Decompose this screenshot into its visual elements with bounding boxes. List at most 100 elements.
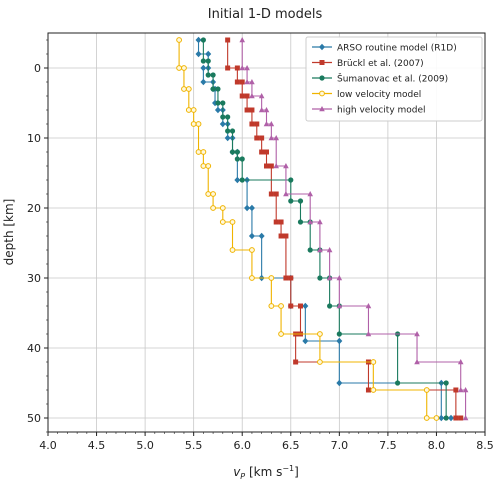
data-point: [448, 414, 455, 422]
data-point: [457, 387, 464, 393]
data-point: [457, 359, 464, 365]
data-point: [205, 163, 212, 169]
data-point: [317, 247, 323, 253]
data-point: [414, 359, 420, 365]
data-point: [273, 191, 279, 197]
data-point: [278, 331, 284, 337]
data-point: [239, 79, 245, 85]
series-4: [239, 37, 469, 421]
data-point: [244, 65, 250, 71]
data-point: [327, 303, 333, 309]
legend: ARSO routine model (R1D) Brückl et al. (2…: [305, 36, 483, 122]
data-point: [259, 149, 265, 155]
data-point: [288, 177, 294, 183]
data-point: [273, 219, 279, 225]
x-tick-label: 7.5: [379, 439, 397, 452]
y-tick-label: 50: [27, 412, 41, 425]
data-point: [195, 36, 202, 44]
data-point: [302, 302, 309, 310]
data-point: [210, 86, 216, 92]
data-point: [239, 156, 245, 162]
data-point: [365, 387, 371, 393]
legend-label: Šumanovac et al. (2009): [337, 73, 448, 85]
data-point: [205, 191, 212, 197]
data-point: [268, 135, 275, 141]
data-point: [258, 107, 265, 113]
legend-label: high velocity model: [337, 106, 426, 116]
data-point: [370, 359, 377, 365]
data-point: [219, 219, 226, 225]
data-point: [190, 107, 197, 113]
data-point: [288, 198, 294, 204]
data-point: [365, 331, 372, 337]
data-point: [458, 415, 464, 421]
data-point: [239, 93, 245, 99]
data-point: [200, 58, 206, 64]
data-point: [181, 65, 187, 71]
data-point: [414, 331, 420, 337]
data-point: [239, 37, 246, 43]
x-tick-label: 7.0: [331, 439, 349, 452]
data-point: [423, 415, 430, 421]
data-point: [297, 303, 303, 309]
data-point: [288, 275, 294, 281]
data-point: [307, 219, 313, 225]
data-point: [297, 198, 304, 204]
plot-frame: [47, 32, 486, 433]
data-point: [453, 415, 459, 421]
data-point: [365, 303, 372, 309]
data-point: [302, 337, 309, 345]
legend-label: ARSO routine model (R1D): [337, 44, 457, 54]
x-tick-label: 8.5: [476, 439, 494, 452]
x-tick-label: 8.0: [428, 439, 446, 452]
data-point: [200, 78, 207, 86]
data-point: [288, 303, 294, 309]
data-point: [278, 233, 284, 239]
data-point: [283, 275, 289, 281]
data-point: [210, 72, 216, 78]
data-point: [200, 37, 206, 43]
data-point: [268, 303, 275, 309]
data-point: [263, 107, 270, 113]
data-point: [317, 275, 323, 281]
legend-marker: [319, 106, 325, 112]
data-point: [254, 121, 260, 127]
data-point: [205, 58, 211, 64]
legend-label: low velocity model: [337, 90, 421, 100]
x-tick-label: 5.0: [136, 439, 154, 452]
data-point: [268, 121, 275, 127]
data-point: [229, 247, 236, 253]
data-point: [249, 93, 255, 99]
data-point: [317, 331, 323, 337]
data-point: [176, 37, 183, 43]
data-point: [234, 79, 240, 85]
data-point: [249, 79, 255, 85]
data-point: [278, 303, 284, 309]
data-point: [336, 303, 343, 309]
data-point: [336, 275, 343, 281]
x-axis-ticks: 4.0 4.5 5.0 5.5 6.0 6.5 7.0 7.5 8.0 8.5: [39, 432, 494, 452]
y-tick-label: 0: [34, 62, 41, 75]
data-point: [273, 135, 280, 141]
data-point: [249, 121, 255, 127]
legend-marker: [319, 90, 325, 97]
data-point: [307, 191, 313, 197]
series-group: [176, 36, 469, 422]
data-point: [200, 149, 207, 155]
data-point: [326, 275, 333, 281]
data-point: [195, 121, 202, 127]
data-point: [395, 380, 401, 386]
data-point: [229, 149, 236, 155]
data-point: [462, 415, 469, 421]
data-point: [185, 86, 192, 92]
data-point: [200, 64, 207, 72]
data-point: [234, 65, 240, 71]
data-point: [336, 337, 343, 345]
data-point: [244, 93, 250, 99]
data-point: [239, 65, 246, 71]
data-point: [317, 219, 323, 225]
data-point: [229, 219, 236, 225]
data-point: [176, 65, 183, 71]
data-point: [263, 121, 270, 127]
